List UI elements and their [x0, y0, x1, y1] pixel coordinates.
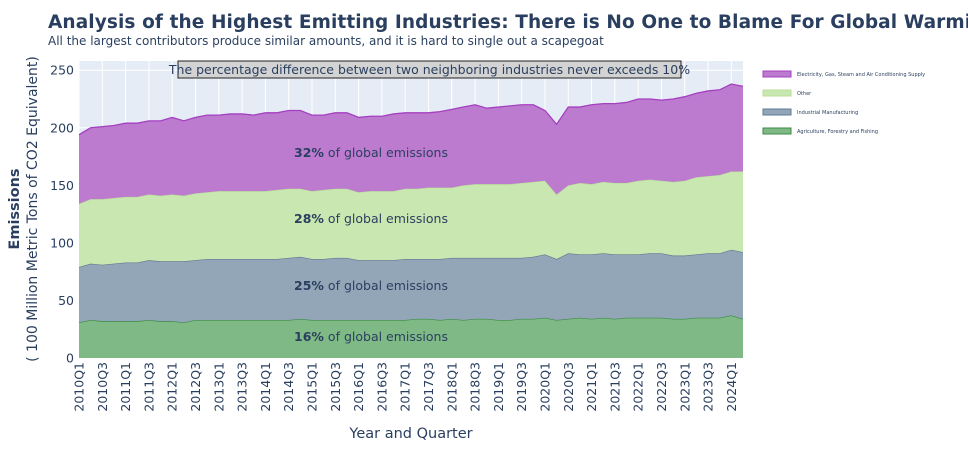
x-tick-label: 2024Q1: [724, 362, 739, 412]
area-other: [79, 171, 743, 268]
y-axis-title-main: Emissions: [7, 168, 23, 249]
annotation-box-text: The percentage difference between two ne…: [168, 62, 690, 77]
x-tick-label: 2011Q1: [118, 362, 133, 412]
share-percent: 25%: [294, 278, 324, 293]
chart-subtitle: All the largest contributors produce sim…: [48, 34, 604, 48]
y-tick-label: 50: [58, 293, 74, 308]
x-tick-label: 2010Q1: [72, 362, 87, 412]
y-tick-label: 100: [50, 235, 74, 250]
x-tick-label: 2012Q1: [165, 362, 180, 412]
x-axis-title: Year and Quarter: [348, 426, 472, 442]
share-label: 16% of global emissions: [294, 329, 448, 344]
x-axis-ticks: 2010Q1 2010Q3 2011Q1 2011Q3 2012Q1 2012Q3 2013…: [72, 362, 739, 412]
x-tick-label: 2021Q1: [584, 362, 599, 412]
x-tick-label: 2019Q1: [491, 362, 506, 412]
x-tick-label: 2023Q1: [677, 362, 692, 412]
area-industrial-manufacturing: [79, 249, 743, 323]
y-tick-label: 150: [50, 178, 74, 193]
annotation-box: The percentage difference between two ne…: [168, 60, 690, 79]
share-label-text: of global emissions: [324, 278, 448, 293]
legend-item[interactable]: Electricity, Gas, Steam and Air Conditio…: [762, 70, 925, 78]
y-axis-ticks: 0 50 100 150 200 250: [50, 63, 74, 366]
x-tick-label: 2015Q3: [328, 362, 343, 412]
y-tick-label: 250: [50, 63, 74, 78]
x-tick-label: 2014Q1: [258, 362, 273, 412]
x-tick-label: 2022Q1: [631, 362, 646, 412]
x-tick-label: 2023Q3: [701, 362, 716, 412]
y-axis-title-sub: ( 100 Million Metric Tons of CO2 Equival…: [25, 56, 41, 362]
legend-label: Industrial Manufacturing: [797, 110, 858, 116]
chart-title: Analysis of the Highest Emitting Industr…: [48, 12, 968, 33]
x-tick-label: 2013Q1: [211, 362, 226, 412]
x-tick-label: 2015Q1: [304, 362, 319, 412]
x-tick-label: 2012Q3: [188, 362, 203, 412]
legend-item[interactable]: Industrial Manufacturing: [762, 108, 858, 116]
legend-item[interactable]: Agriculture, Forestry and Fishing: [762, 127, 878, 135]
share-percent: 32%: [294, 145, 324, 160]
legend-label: Electricity, Gas, Steam and Air Conditio…: [797, 72, 925, 78]
x-tick-label: 2018Q1: [444, 362, 459, 412]
legend: Electricity, Gas, Steam and Air Conditio…: [762, 70, 925, 135]
share-label-text: of global emissions: [324, 145, 448, 160]
x-tick-label: 2016Q3: [374, 362, 389, 412]
series-areas: [78, 83, 744, 358]
legend-swatch: [762, 127, 792, 135]
line-electricity-gas-steam-and-air-conditioning-supply: [78, 83, 744, 136]
x-tick-label: 2017Q1: [398, 362, 413, 412]
y-tick-label: 0: [66, 351, 74, 366]
x-tick-label: 2019Q3: [514, 362, 529, 412]
share-label-text: of global emissions: [324, 211, 448, 226]
share-percent: 16%: [294, 329, 324, 344]
area-agriculture-forestry-and-fishing: [79, 315, 743, 358]
x-tick-label: 2014Q3: [281, 362, 296, 412]
x-tick-label: 2020Q3: [561, 362, 576, 412]
share-label: 25% of global emissions: [294, 278, 448, 293]
y-tick-label: 200: [50, 120, 74, 135]
x-tick-label: 2016Q1: [351, 362, 366, 412]
legend-swatch: [762, 108, 792, 116]
x-tick-label: 2013Q3: [235, 362, 250, 412]
legend-label: Agriculture, Forestry and Fishing: [797, 129, 878, 135]
y-axis-title: Emissions: [7, 168, 23, 249]
legend-label: Other: [797, 91, 812, 97]
x-tick-label: 2020Q1: [537, 362, 552, 412]
legend-item[interactable]: Other: [762, 89, 812, 97]
legend-swatch: [762, 89, 792, 97]
share-percent: 28%: [294, 211, 324, 226]
share-label-text: of global emissions: [324, 329, 448, 344]
x-tick-label: 2022Q3: [654, 362, 669, 412]
x-tick-label: 2010Q3: [95, 362, 110, 412]
x-tick-label: 2011Q3: [141, 362, 156, 412]
legend-swatch: [762, 70, 792, 78]
share-label: 28% of global emissions: [294, 211, 448, 226]
y-axis-subtitle: ( 100 Million Metric Tons of CO2 Equival…: [25, 56, 41, 362]
share-label: 32% of global emissions: [294, 145, 448, 160]
x-tick-label: 2021Q3: [607, 362, 622, 412]
x-tick-label: 2017Q3: [421, 362, 436, 412]
area-electricity-gas-steam-and-air-conditioning-supply: [79, 84, 743, 204]
x-tick-label: 2018Q3: [468, 362, 483, 412]
